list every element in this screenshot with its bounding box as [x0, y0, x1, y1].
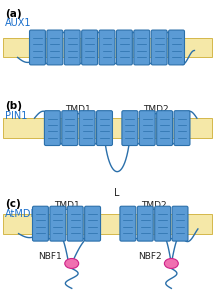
Bar — [3, 118, 212, 138]
FancyBboxPatch shape — [32, 206, 48, 241]
Text: NBF1: NBF1 — [38, 252, 62, 261]
FancyBboxPatch shape — [151, 30, 167, 65]
FancyBboxPatch shape — [50, 206, 66, 241]
Text: (b): (b) — [5, 101, 22, 111]
FancyBboxPatch shape — [29, 30, 45, 65]
FancyBboxPatch shape — [117, 30, 132, 65]
Text: AtMDR1: AtMDR1 — [5, 209, 44, 219]
FancyBboxPatch shape — [79, 111, 95, 146]
Bar — [3, 214, 212, 234]
FancyBboxPatch shape — [155, 206, 170, 241]
Text: TMD2: TMD2 — [141, 201, 167, 210]
Text: PIN1: PIN1 — [5, 111, 27, 121]
FancyBboxPatch shape — [139, 111, 155, 146]
Text: (a): (a) — [5, 9, 21, 19]
Ellipse shape — [65, 259, 79, 268]
FancyBboxPatch shape — [62, 111, 78, 146]
FancyBboxPatch shape — [157, 111, 173, 146]
FancyBboxPatch shape — [169, 30, 184, 65]
Text: AUX1: AUX1 — [5, 18, 31, 27]
FancyBboxPatch shape — [174, 111, 190, 146]
FancyBboxPatch shape — [137, 206, 153, 241]
FancyBboxPatch shape — [120, 206, 136, 241]
Text: L: L — [114, 188, 120, 198]
FancyBboxPatch shape — [97, 111, 112, 146]
Text: TMD1: TMD1 — [54, 201, 79, 210]
FancyBboxPatch shape — [45, 111, 60, 146]
FancyBboxPatch shape — [99, 30, 115, 65]
Text: NBF2: NBF2 — [138, 252, 161, 261]
FancyBboxPatch shape — [134, 30, 150, 65]
Text: TMD2: TMD2 — [143, 105, 169, 114]
FancyBboxPatch shape — [67, 206, 83, 241]
Text: (c): (c) — [5, 199, 20, 209]
FancyBboxPatch shape — [64, 30, 80, 65]
Bar — [3, 37, 212, 57]
FancyBboxPatch shape — [122, 111, 138, 146]
FancyBboxPatch shape — [85, 206, 101, 241]
Text: TMD1: TMD1 — [66, 105, 91, 114]
Ellipse shape — [164, 259, 178, 268]
FancyBboxPatch shape — [47, 30, 63, 65]
FancyBboxPatch shape — [172, 206, 188, 241]
FancyBboxPatch shape — [82, 30, 98, 65]
